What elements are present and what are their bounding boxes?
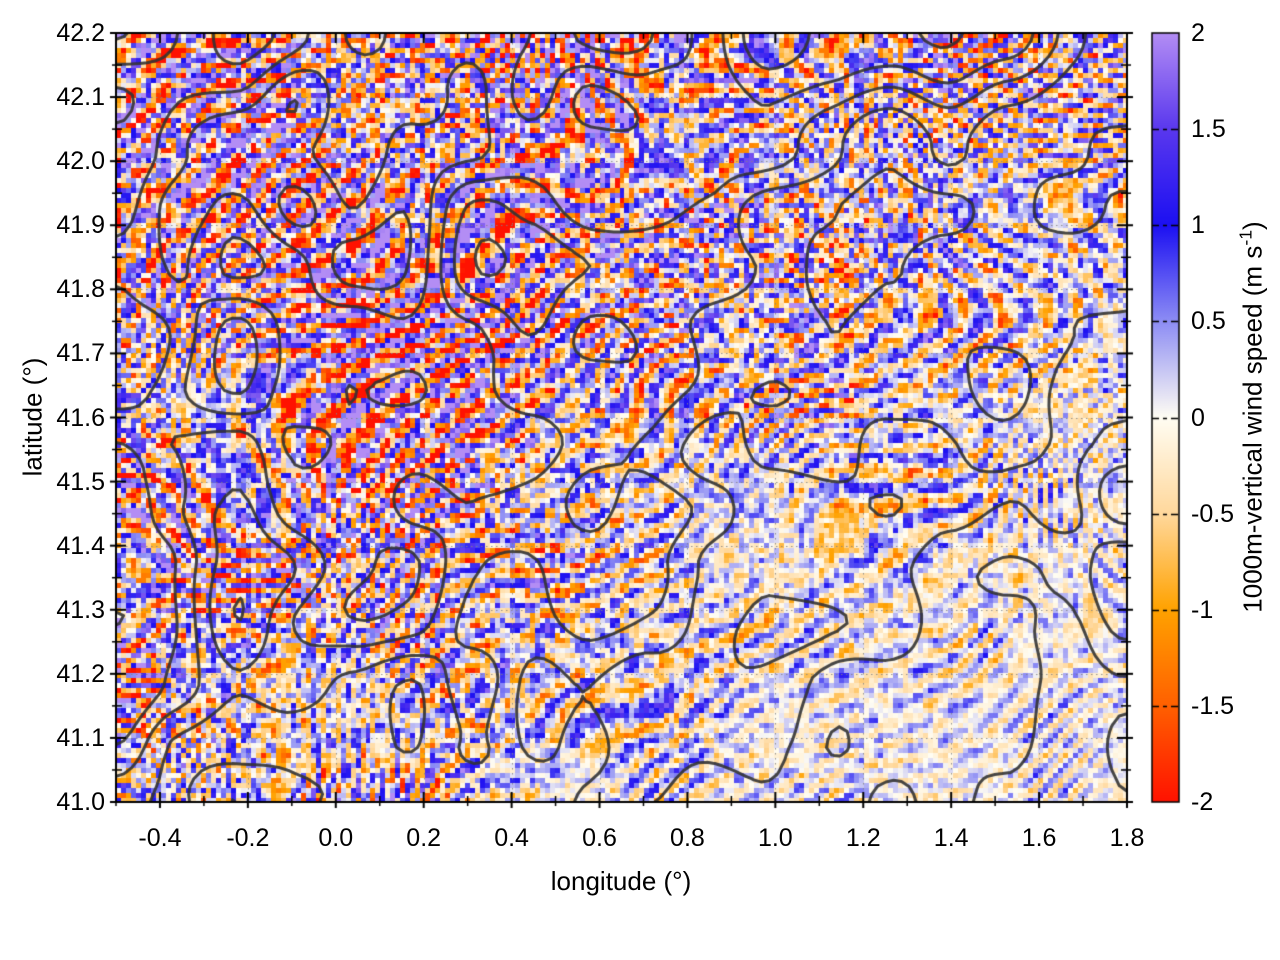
x-tick-label: 0.6 bbox=[582, 824, 617, 852]
colorbar-label-superscript: -1 bbox=[1235, 229, 1256, 246]
y-tick-label: 42.2 bbox=[56, 19, 105, 47]
x-tick-label: 0.4 bbox=[494, 824, 529, 852]
colorbar-label-close: ) bbox=[1237, 221, 1268, 230]
x-tick-label: 1.2 bbox=[845, 824, 881, 852]
colorbar-tick-label: -0.5 bbox=[1191, 499, 1235, 528]
colorbar-tick-label: -2 bbox=[1191, 788, 1214, 816]
colorbar-tick-label: 0 bbox=[1191, 403, 1205, 432]
x-tick-label: -0.4 bbox=[138, 824, 182, 852]
colorbar-tick-label: -1.5 bbox=[1191, 691, 1235, 720]
x-tick-label: 1.8 bbox=[1109, 824, 1145, 852]
x-tick-label: 1.0 bbox=[757, 824, 793, 852]
colorbar-label: 1000m-vertical wind speed (m s-1) bbox=[1236, 221, 1269, 612]
y-tick-label: 41.9 bbox=[56, 211, 105, 240]
colorbar-tick-label: -1 bbox=[1191, 595, 1214, 624]
y-tick-label: 41.1 bbox=[56, 723, 105, 752]
colorbar-tick-label: 0.5 bbox=[1191, 307, 1226, 336]
x-tick-label: 0.0 bbox=[318, 824, 354, 852]
y-tick-label: 41.2 bbox=[56, 659, 105, 688]
x-tick-label: 0.2 bbox=[406, 824, 442, 852]
y-tick-label: 41.5 bbox=[56, 467, 105, 496]
y-tick-label: 41.7 bbox=[56, 339, 105, 368]
colorbar-label-text: 1000m-vertical wind speed (m s bbox=[1237, 245, 1268, 613]
x-tick-label: 1.4 bbox=[933, 824, 969, 852]
x-tick-label: 0.8 bbox=[670, 824, 705, 852]
y-tick-label: 41.4 bbox=[56, 531, 105, 560]
y-tick-label: 42.1 bbox=[56, 83, 105, 112]
y-tick-label: 41.8 bbox=[56, 275, 105, 304]
y-tick-label: 41.6 bbox=[56, 403, 105, 432]
x-axis-label: longitude (°) bbox=[550, 866, 692, 896]
y-tick-label: 41.0 bbox=[56, 788, 105, 816]
x-tick-label: -0.2 bbox=[226, 824, 270, 852]
colorbar-tick-label: 1 bbox=[1191, 211, 1205, 240]
colorbar-tick-label: 1.5 bbox=[1191, 115, 1226, 144]
y-tick-label: 41.3 bbox=[56, 595, 105, 624]
x-tick-label: 1.6 bbox=[1021, 824, 1057, 852]
y-tick-label: 42.0 bbox=[56, 147, 105, 176]
colorbar-tick-label: 2 bbox=[1191, 19, 1205, 47]
